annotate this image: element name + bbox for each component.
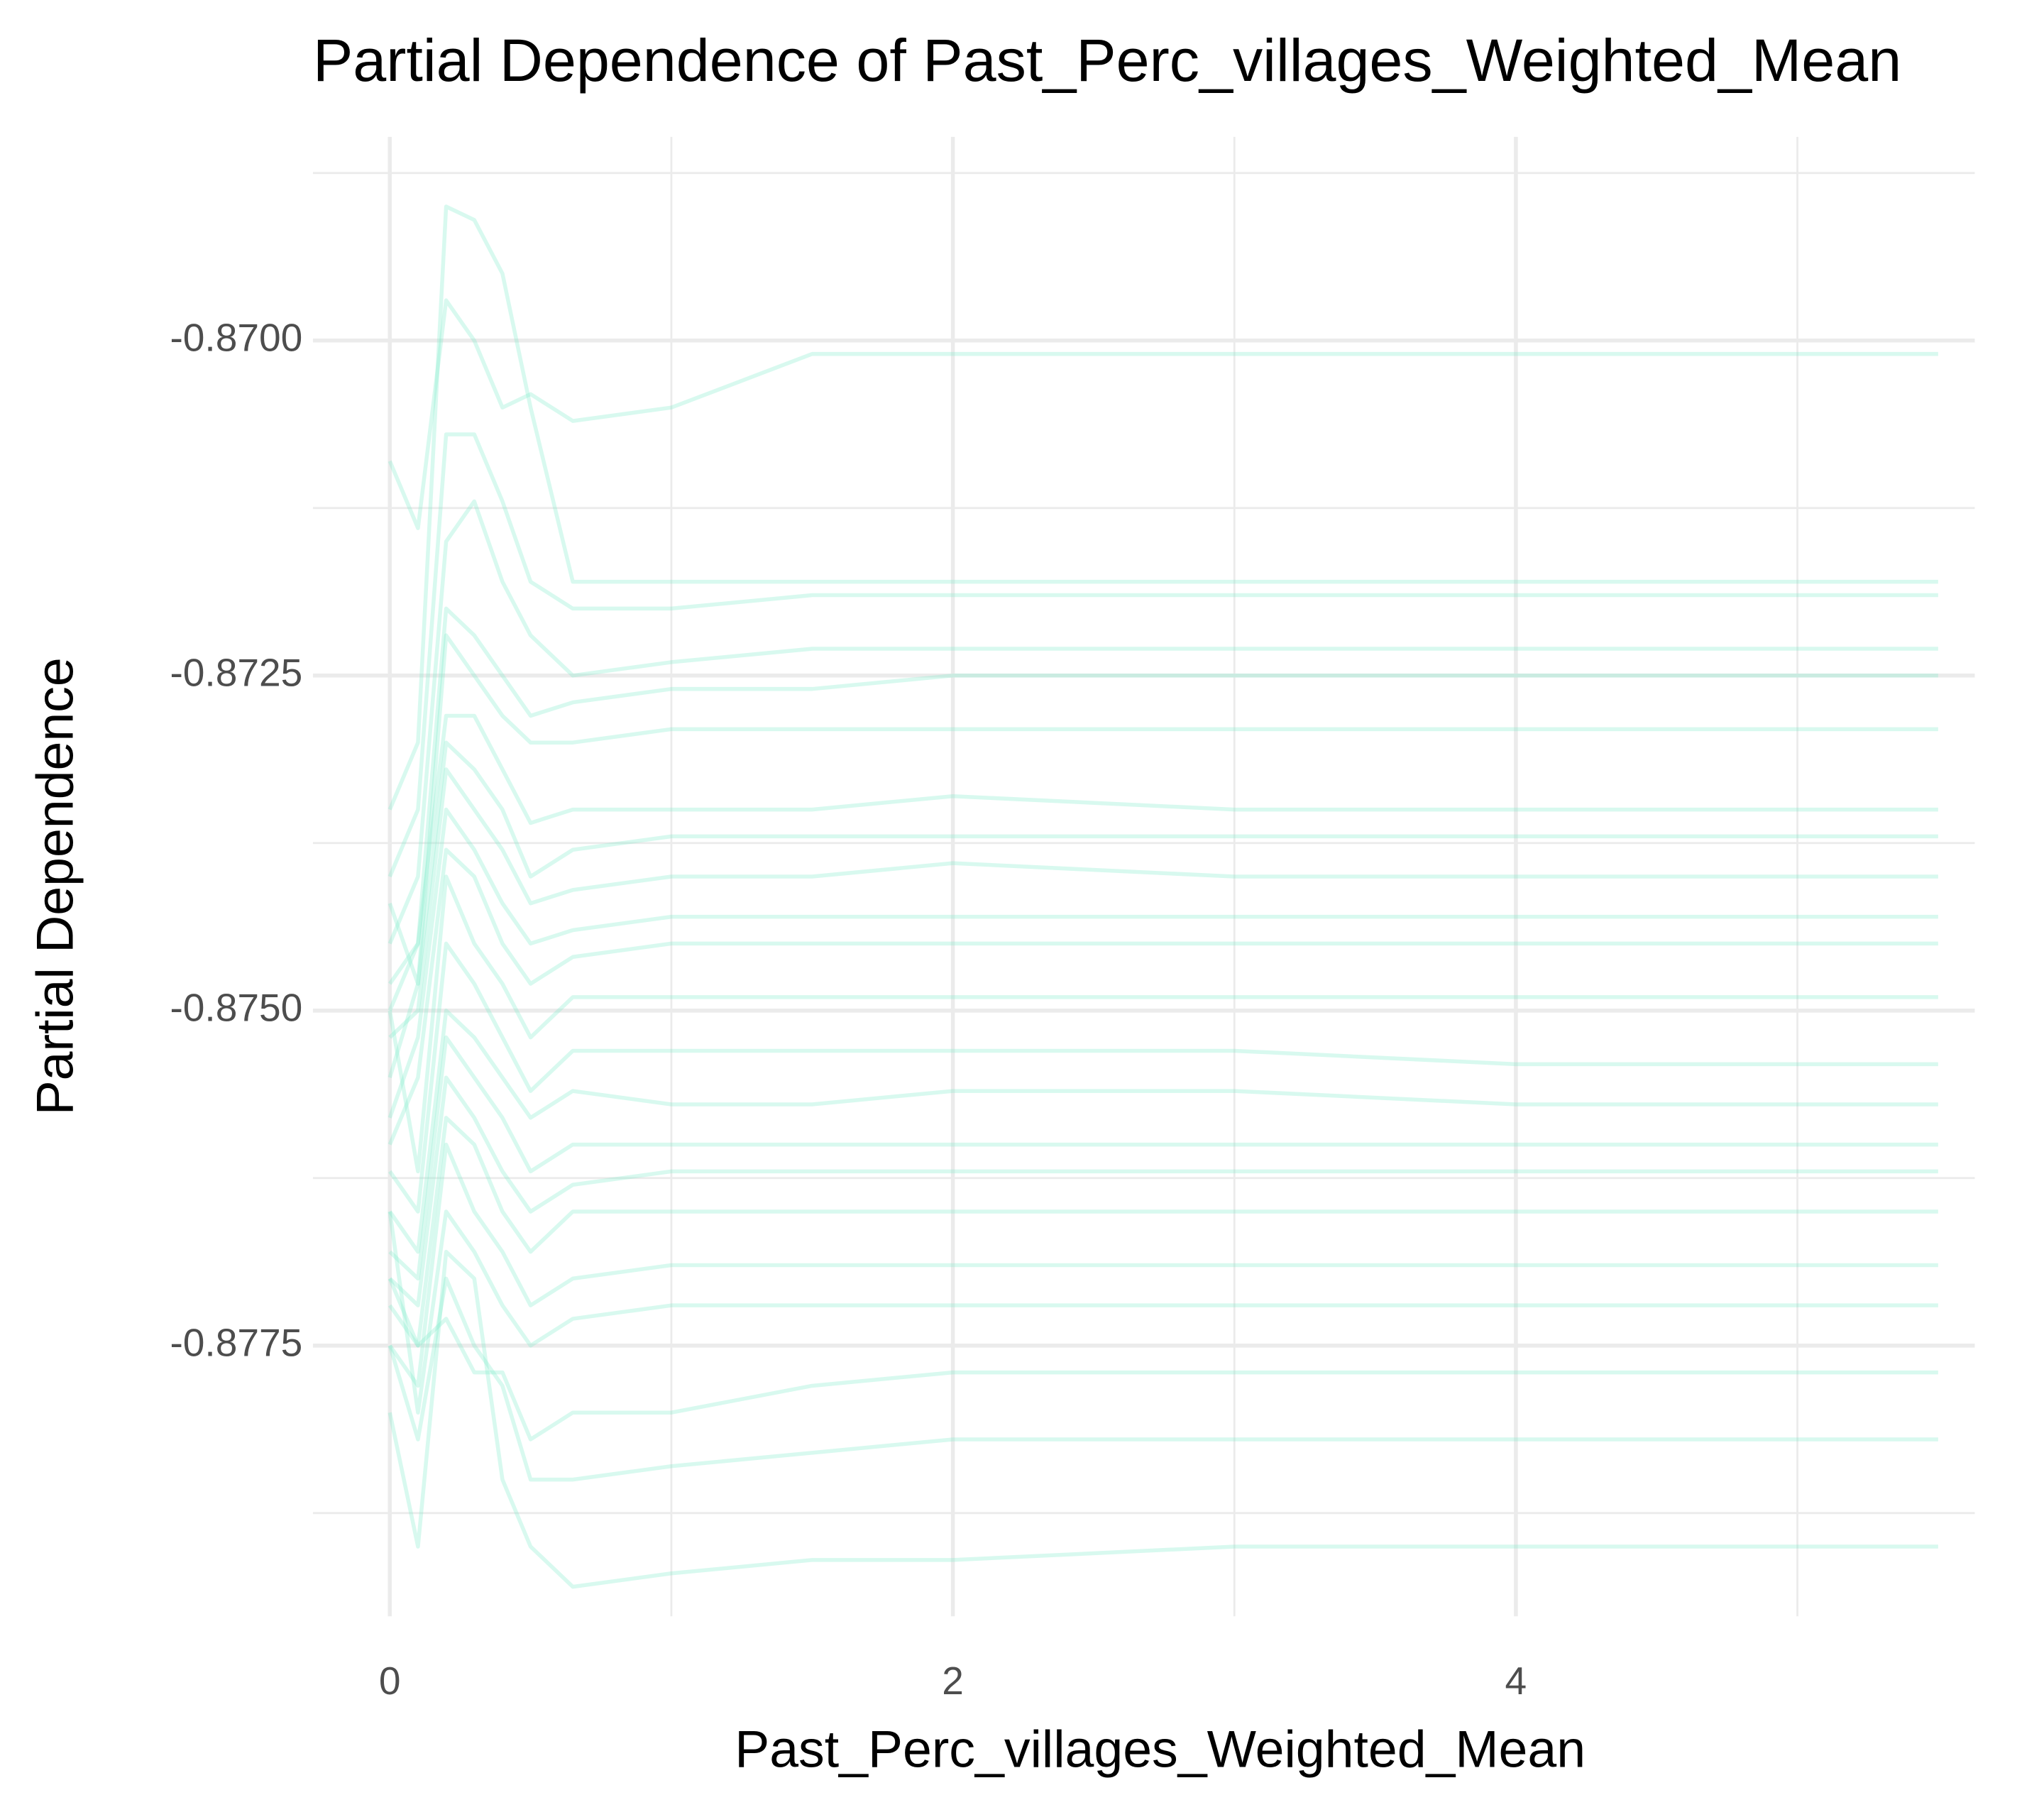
ice-line [388,204,1938,811]
ice-line [388,1278,1938,1442]
x-tick-label: 4 [1505,1659,1527,1703]
ice-line [388,1116,1938,1348]
y-tick-label: -0.8750 [170,985,302,1029]
y-axis-title: Partial Dependence [26,657,84,1115]
x-axis-title: Past_Perc_villages_Weighted_Mean [735,1720,1586,1778]
ice-line [388,874,1938,1174]
ice-line [388,1009,1938,1254]
ice-line [388,1276,1938,1482]
ice-line [388,740,1938,986]
chart-title: Partial Dependence of Past_Perc_villages… [313,27,1901,94]
y-tick-label: -0.8700 [170,315,302,359]
y-tick-label: -0.8775 [170,1320,302,1364]
ice-line [388,713,1938,985]
ice-line [388,633,1938,1079]
ice-line [388,807,1938,1119]
ice-line [388,432,1938,878]
ice-line [388,941,1938,1214]
grid [312,136,1975,1617]
ice-line [388,1142,1938,1388]
ice-line [388,499,1938,945]
ice-line [388,606,1938,1011]
lines [388,204,1938,1589]
ice-line [388,1209,1938,1415]
y-tick-label: -0.8725 [170,650,302,694]
ice-line [388,298,1938,530]
ice-line [388,1075,1938,1307]
x-tick-label: 2 [942,1659,964,1703]
ice-line [388,767,1938,1039]
ice-line [388,1249,1938,1589]
ice-line [388,847,1938,1146]
x-tick-label: 0 [379,1659,401,1703]
ice-line [388,1035,1938,1281]
